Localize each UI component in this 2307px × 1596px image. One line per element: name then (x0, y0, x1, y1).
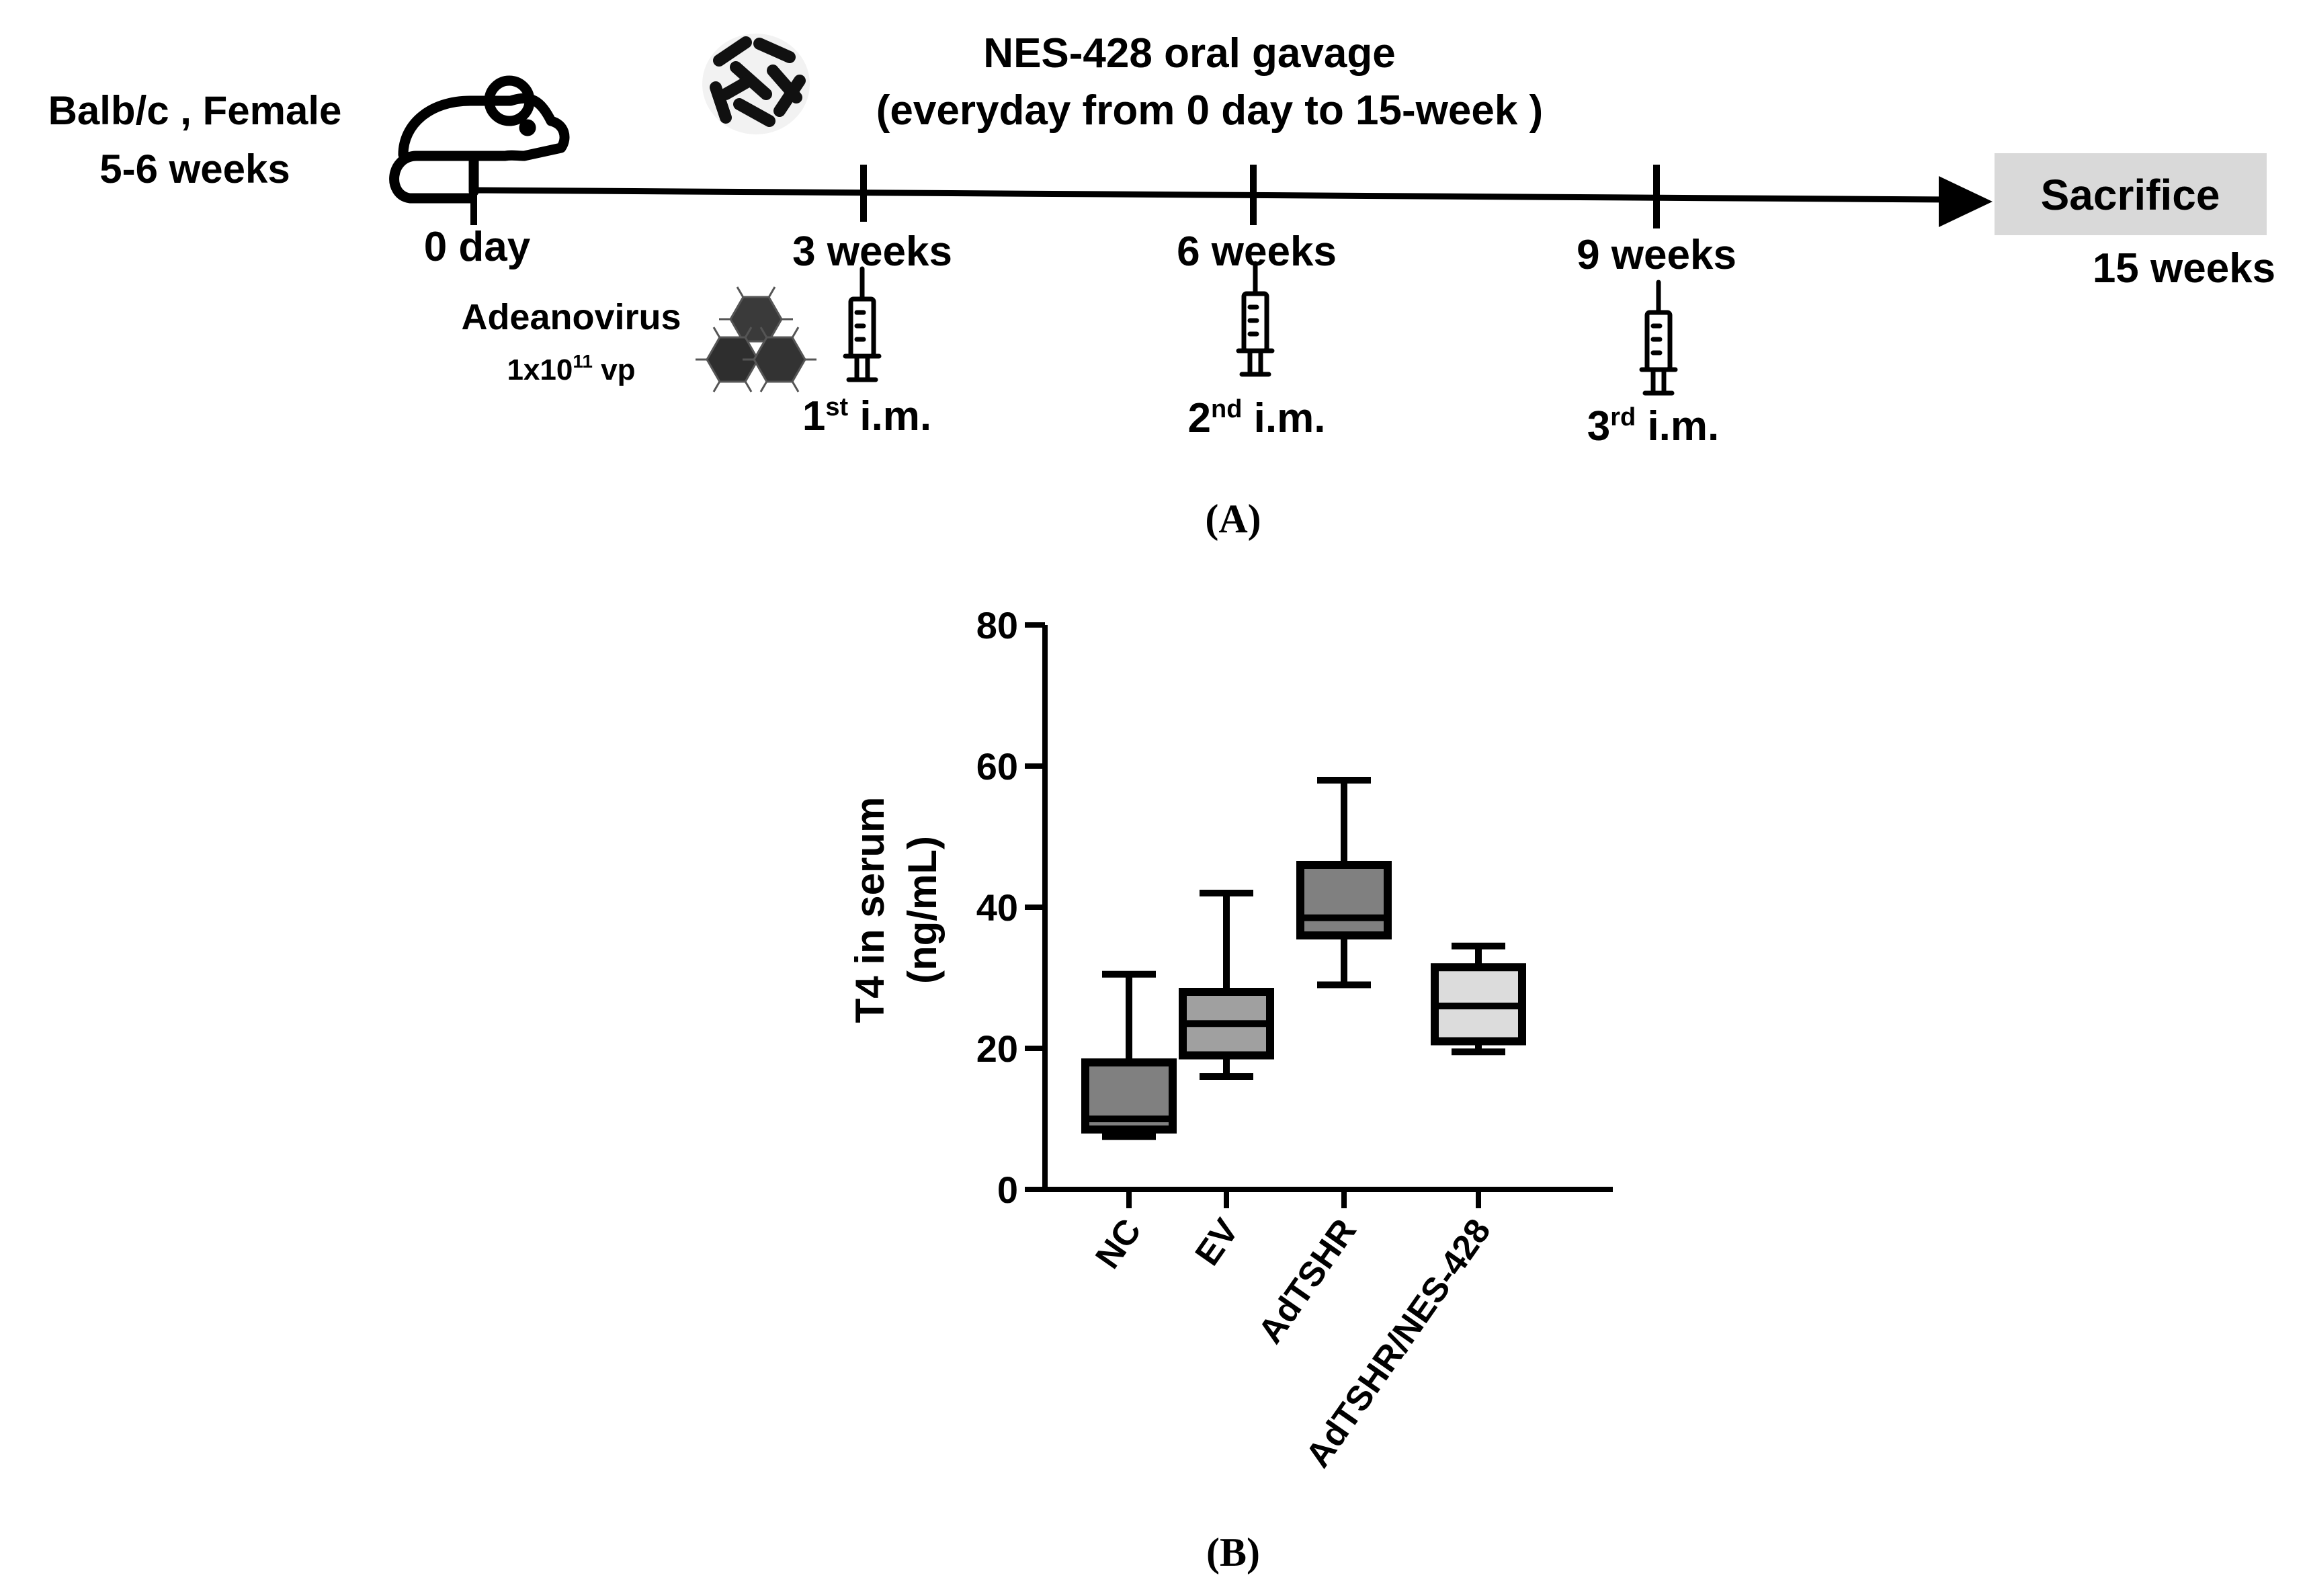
injection-3-text: i.m. (1636, 403, 1719, 450)
virus-dose-unit: vp (593, 353, 636, 386)
injection-label-1: 1st i.m. (802, 393, 931, 439)
treatment-line-2: (everyday from 0 day to 15-week ) (876, 87, 1543, 134)
x-tick-label: AdTSHR (1251, 1212, 1364, 1351)
chart: T4 in serum (ng/mL) 0 20 40 60 80 NC EV AdTSHR… (847, 604, 1613, 1474)
subject-line-1: Balb/c , Female (48, 88, 342, 133)
virus-dose-base: 1x10 (507, 353, 573, 386)
panel-b-caption: (B) (1206, 1530, 1260, 1574)
injection-1-text: i.m. (848, 393, 931, 439)
x-tick-label: EV (1188, 1212, 1247, 1272)
y-tick-label: 20 (976, 1027, 1018, 1070)
box-ev (1179, 890, 1274, 1080)
y-tick-label: 60 (976, 745, 1018, 788)
y-tick-label: 0 (997, 1169, 1018, 1211)
injection-label-2: 2nd i.m. (1188, 395, 1326, 442)
panel-b: T4 in serum (ng/mL) 0 20 40 60 80 NC EV AdTSHR… (847, 604, 1613, 1574)
boxplot-series (1081, 777, 1526, 1140)
subject-line-2: 5-6 weeks (99, 146, 290, 192)
bacteria-icon (702, 34, 810, 134)
timeline-axis (470, 165, 1993, 228)
syringe-icon (843, 266, 882, 382)
timeline-arrowhead (1939, 176, 1993, 227)
syringe-icon (1236, 261, 1275, 377)
virus-dose: 1x1011 vp (507, 351, 635, 386)
injection-3-suffix: rd (1610, 403, 1636, 431)
injection-2-text: i.m. (1242, 395, 1325, 442)
y-tick-label: 40 (976, 886, 1018, 929)
y-axis-label-line-1: T4 in serum (847, 797, 892, 1023)
timepoint-label-3: 3 weeks (792, 228, 952, 275)
syringe-icon (1639, 280, 1678, 396)
treatment-line-1: NES-428 oral gavage (983, 30, 1395, 77)
x-tick-label: NC (1088, 1212, 1149, 1276)
injection-1-suffix: st (825, 393, 848, 421)
panel-a: Balb/c , Female 5-6 weeks (48, 30, 2276, 541)
virus-dose-exponent: 11 (573, 351, 593, 372)
injection-2-ordinal: 2 (1188, 395, 1211, 442)
y-tick-label: 80 (976, 604, 1018, 646)
timepoint-label-0: 0 day (424, 224, 531, 270)
box-adtshr (1296, 777, 1392, 989)
y-axis-label-line-2: (ng/mL) (900, 836, 945, 984)
injection-1-ordinal: 1 (802, 393, 825, 439)
injection-3-ordinal: 3 (1587, 403, 1610, 450)
endpoint-time-label: 15 weeks (2093, 245, 2275, 292)
timeline-line (470, 187, 1949, 203)
timepoint-label-9: 9 weeks (1577, 232, 1736, 278)
virus-icon (696, 286, 816, 392)
box-adtshr-nes-428 (1431, 942, 1526, 1056)
injection-label-3: 3rd i.m. (1587, 403, 1720, 450)
y-axis: 0 20 40 60 80 (976, 604, 1048, 1211)
box-iqr (1296, 861, 1392, 939)
box-nc (1081, 970, 1177, 1140)
panel-a-caption: (A) (1205, 497, 1261, 541)
sacrifice-label: Sacrifice (2041, 171, 2220, 219)
sacrifice-box: Sacrifice (1995, 153, 2267, 235)
injection-2-suffix: nd (1211, 395, 1242, 423)
mouse-icon (389, 75, 570, 204)
virus-name: Adeanovirus (461, 297, 681, 337)
